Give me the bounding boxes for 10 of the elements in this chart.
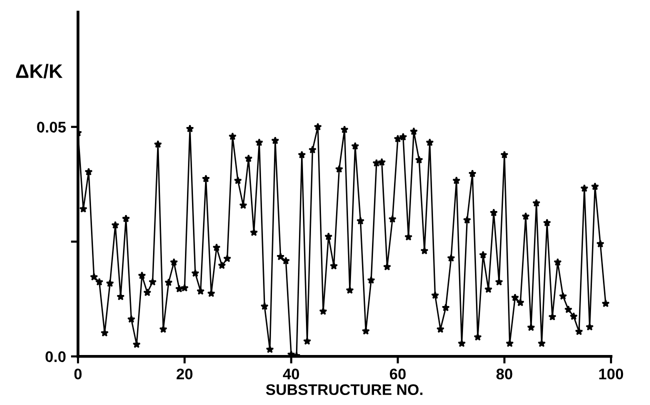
y-axis-title: ΔK/K — [16, 64, 63, 78]
x-tick-label: 40 — [282, 368, 300, 380]
y-tick-label: 0.0 — [46, 351, 66, 362]
y-tick-label: 0.05 — [37, 122, 66, 133]
x-tick-label: 100 — [599, 368, 624, 380]
x-tick-label: 80 — [496, 368, 512, 380]
x-axis-title: SUBSTRUCTURE NO. — [266, 384, 422, 396]
x-tick-label: 20 — [176, 368, 192, 380]
x-tick-label: 60 — [390, 368, 406, 380]
x-tick-label: 0 — [74, 368, 82, 380]
